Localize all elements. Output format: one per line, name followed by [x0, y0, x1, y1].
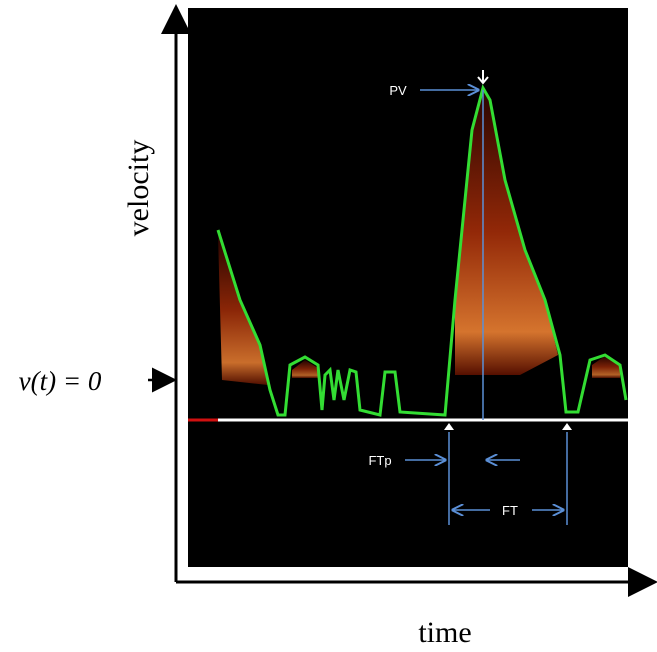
peak-marker — [477, 70, 489, 85]
velocity-envelope — [216, 84, 628, 417]
spectrogram-background — [188, 8, 628, 567]
pv-label: PV — [389, 83, 407, 98]
ftp-label: FTp — [368, 453, 391, 468]
spectral-signal — [292, 360, 318, 378]
end-marker — [562, 423, 572, 430]
y-axis-label: velocity — [122, 140, 155, 237]
onset-marker — [444, 423, 454, 430]
spectral-signal — [455, 88, 558, 375]
ft-label: FT — [502, 503, 518, 518]
zero-label: v(t) = 0 — [19, 366, 102, 396]
x-axis-label: time — [418, 616, 471, 649]
